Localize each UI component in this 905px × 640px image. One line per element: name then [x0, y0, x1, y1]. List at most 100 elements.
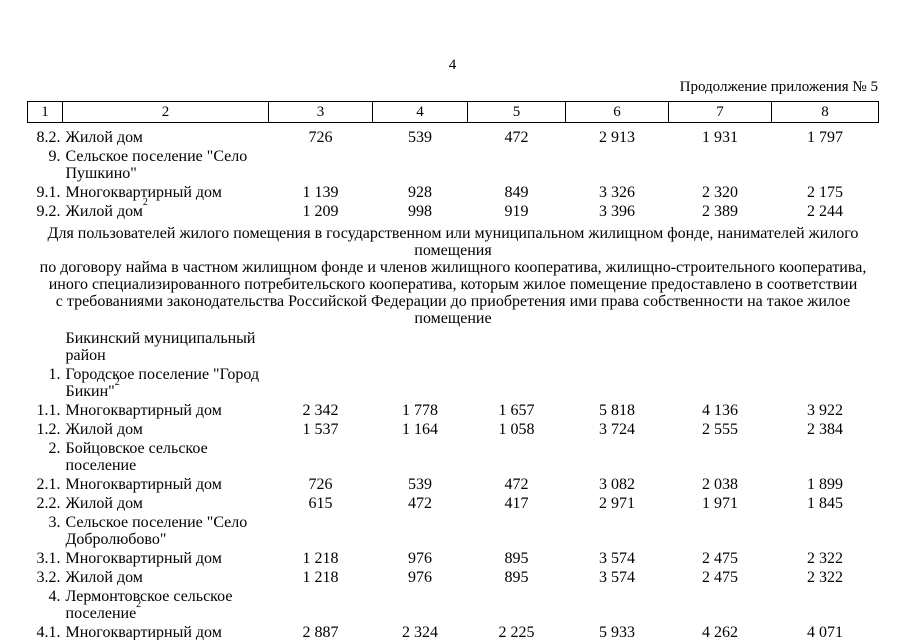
value-cell: 2 244 — [807, 203, 843, 220]
table-row: 3.2. Жилой дом 1 218 976 895 3 574 2 475 2 322 — [28, 568, 879, 587]
column-header: 4 — [372, 101, 468, 123]
value-cell — [468, 439, 566, 475]
value-cell: 1 845 — [807, 495, 843, 512]
value-cell — [468, 365, 566, 401]
row-name-text: Жилой дом — [65, 569, 143, 586]
row-name-cell: Многоквартирный дом — [63, 183, 269, 202]
value-cell: 4 136 — [702, 402, 738, 419]
value-cell: 2 887 — [302, 624, 339, 640]
row-number-cell: 1.2. — [36, 421, 61, 438]
value-cell: 2 475 — [702, 550, 738, 567]
row-number-cell: 3. — [48, 514, 61, 531]
value-cell: 472 — [408, 495, 432, 512]
row-name-cell: Бикинский муниципальный район — [63, 329, 269, 365]
row-name-text: Многоквартирный дом — [65, 550, 222, 567]
section-row: 9. Сельское поселение "Село Пушкино" — [28, 147, 879, 183]
value-cell: 1 778 — [402, 402, 438, 419]
note-text: Для пользователей жилого помещения в гос… — [39, 225, 867, 327]
section-row: Бикинский муниципальный район — [28, 329, 879, 365]
row-name-cell: Жилой дом — [63, 568, 269, 587]
table-row: 2.2. Жилой дом 615 472 417 2 971 1 971 1 845 — [28, 494, 879, 513]
value-cell: 2 038 — [702, 476, 738, 493]
value-cell: 3 326 — [599, 184, 635, 201]
row-name-cell: Бойцовское сельское поселение — [63, 439, 269, 475]
value-cell — [669, 329, 772, 365]
row-number-cell: 4.1. — [36, 624, 61, 640]
value-cell — [566, 513, 669, 549]
value-cell: 726 — [308, 129, 333, 146]
column-header: 5 — [467, 101, 566, 123]
row-number-cell — [28, 329, 63, 365]
value-cell — [269, 513, 373, 549]
value-cell: 1 139 — [302, 184, 339, 201]
row-name-cell: Многоквартирный дом — [63, 623, 269, 640]
value-cell — [669, 147, 772, 183]
value-cell: 895 — [504, 569, 529, 586]
footnote-marker: 2 — [114, 376, 120, 388]
row-name-text: Лермонтовское сельское поселение2 — [65, 588, 233, 622]
appendix-continuation-label: Продолжение приложения № 5 — [679, 79, 878, 95]
value-cell: 2 475 — [702, 569, 738, 586]
value-cell: 976 — [408, 569, 432, 586]
column-header: 6 — [565, 101, 669, 123]
value-cell: 1 218 — [302, 569, 339, 586]
value-cell: 1 931 — [702, 129, 738, 146]
column-header: 2 — [62, 101, 269, 123]
value-cell — [468, 587, 566, 623]
footnote-marker: 2 — [136, 598, 142, 610]
value-cell: 3 574 — [599, 569, 635, 586]
row-number-cell: 3.2. — [36, 569, 61, 586]
value-cell — [566, 439, 669, 475]
value-cell: 1 209 — [302, 203, 339, 220]
value-cell: 2 225 — [498, 624, 535, 640]
value-cell: 998 — [408, 203, 432, 220]
row-number-cell: 2.2. — [36, 495, 61, 512]
section-row: 4. Лермонтовское сельское поселение2 — [28, 587, 879, 623]
value-cell — [566, 147, 669, 183]
value-cell — [772, 513, 879, 549]
row-name-cell: Многоквартирный дом — [63, 401, 269, 420]
row-name-text: Сельское поселение "Село Добролюбово" — [65, 514, 248, 548]
row-number-cell: 4. — [48, 588, 61, 605]
row-name-text: Бикинский муниципальный район — [65, 330, 256, 364]
value-cell: 5 933 — [599, 624, 635, 640]
row-name-text: Сельское поселение "Село Пушкино" — [65, 148, 248, 182]
value-cell — [566, 587, 669, 623]
value-cell: 1 657 — [498, 402, 535, 419]
value-cell: 1 797 — [807, 129, 843, 146]
row-number-cell: 3.1. — [36, 550, 61, 567]
value-cell — [373, 439, 468, 475]
value-cell — [468, 329, 566, 365]
column-header: 7 — [668, 101, 772, 123]
value-cell: 3 574 — [599, 550, 635, 567]
row-name-text: Городское поселение "Город Бикин"2 — [65, 366, 260, 400]
row-number-cell: 9. — [48, 148, 61, 165]
row-name-cell: Многоквартирный дом — [63, 475, 269, 494]
value-cell: 2 322 — [807, 550, 843, 567]
value-cell: 976 — [408, 550, 432, 567]
value-cell — [269, 439, 373, 475]
row-name-cell: Жилой дом — [63, 494, 269, 513]
value-cell — [269, 147, 373, 183]
value-cell: 2 324 — [402, 624, 438, 640]
value-cell: 539 — [408, 129, 432, 146]
value-cell — [566, 365, 669, 401]
row-name-cell: Сельское поселение "Село Пушкино" — [63, 147, 269, 183]
value-cell — [772, 439, 879, 475]
value-cell: 2 389 — [702, 203, 738, 220]
row-number-cell: 8.2. — [36, 129, 61, 146]
value-cell: 5 818 — [599, 402, 635, 419]
row-name-cell: Лермонтовское сельское поселение2 — [63, 587, 269, 623]
row-name-text: Жилой дом — [65, 421, 143, 438]
value-cell — [269, 329, 373, 365]
value-cell — [468, 513, 566, 549]
value-cell: 1 971 — [702, 495, 738, 512]
value-cell: 895 — [504, 550, 529, 567]
value-cell: 539 — [408, 476, 432, 493]
value-cell: 2 322 — [807, 569, 843, 586]
row-name-text: Многоквартирный дом — [65, 184, 222, 201]
value-cell: 1 537 — [302, 421, 339, 438]
